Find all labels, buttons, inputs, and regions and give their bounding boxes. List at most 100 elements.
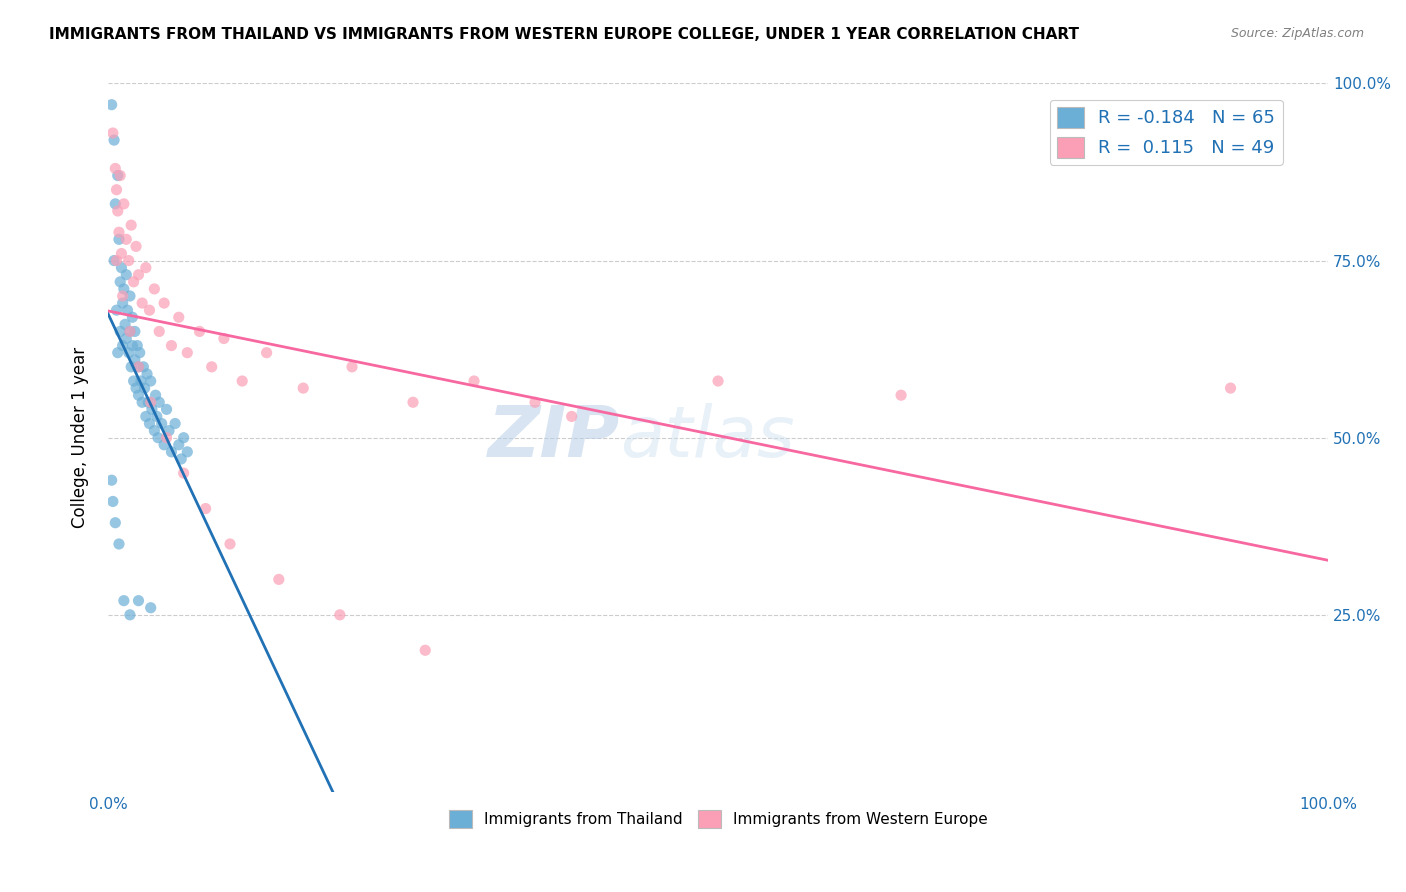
Point (561, 409, 583, 424)
Point (201, 359, 224, 374)
Point (143, 424, 166, 438)
Point (103, 253, 125, 268)
Text: ZIP: ZIP (488, 403, 620, 472)
Point (107, 169, 129, 183)
Point (128, 593, 150, 607)
Point (100, 473, 122, 487)
Point (108, 325, 131, 339)
Point (148, 325, 170, 339)
Point (524, 395, 547, 409)
Point (118, 607, 141, 622)
Point (1219, 381, 1241, 395)
Point (194, 501, 217, 516)
Point (105, 253, 128, 268)
Point (160, 445, 183, 459)
Y-axis label: College, Under 1 year: College, Under 1 year (72, 347, 89, 528)
Point (138, 417, 160, 431)
Point (173, 466, 195, 480)
Point (112, 282, 135, 296)
Point (153, 296, 176, 310)
Point (111, 338, 134, 352)
Point (148, 395, 170, 409)
Point (121, 338, 143, 352)
Point (111, 296, 134, 310)
Point (146, 409, 169, 424)
Point (267, 573, 290, 587)
Point (139, 395, 162, 409)
Point (463, 374, 485, 388)
Point (256, 345, 278, 359)
Point (413, 643, 436, 657)
Text: Source: ZipAtlas.com: Source: ZipAtlas.com (1230, 27, 1364, 40)
Point (340, 359, 363, 374)
Point (122, 275, 145, 289)
Legend: Immigrants from Thailand, Immigrants from Western Europe: Immigrants from Thailand, Immigrants fro… (443, 804, 994, 834)
Point (131, 395, 153, 409)
Point (134, 381, 156, 395)
Point (176, 445, 198, 459)
Point (115, 232, 138, 246)
Point (890, 388, 912, 402)
Point (292, 381, 315, 395)
Point (105, 183, 128, 197)
Point (114, 318, 136, 332)
Point (117, 303, 139, 318)
Point (104, 516, 127, 530)
Point (121, 310, 143, 325)
Point (170, 452, 193, 467)
Point (127, 338, 149, 352)
Point (165, 417, 187, 431)
Point (118, 345, 141, 359)
Point (101, 494, 124, 508)
Point (402, 395, 425, 409)
Point (173, 431, 195, 445)
Point (136, 367, 159, 381)
Point (108, 225, 131, 239)
Point (141, 402, 163, 417)
Point (132, 359, 155, 374)
Point (188, 325, 211, 339)
Point (145, 388, 167, 402)
Point (118, 253, 141, 268)
Point (112, 593, 135, 607)
Point (135, 409, 157, 424)
Point (112, 197, 135, 211)
Point (105, 303, 128, 318)
Point (122, 374, 145, 388)
Point (118, 289, 141, 303)
Text: IMMIGRANTS FROM THAILAND VS IMMIGRANTS FROM WESTERN EUROPE COLLEGE, UNDER 1 YEAR: IMMIGRANTS FROM THAILAND VS IMMIGRANTS F… (49, 27, 1080, 42)
Point (118, 325, 141, 339)
Point (124, 352, 146, 367)
Point (125, 381, 148, 395)
Point (108, 537, 131, 551)
Point (128, 388, 150, 402)
Point (143, 282, 166, 296)
Point (101, 126, 124, 140)
Point (212, 331, 235, 345)
Point (107, 345, 129, 359)
Point (157, 424, 180, 438)
Point (103, 133, 125, 147)
Point (110, 260, 132, 275)
Point (108, 169, 131, 183)
Point (124, 325, 146, 339)
Point (118, 325, 141, 339)
Point (329, 607, 352, 622)
Point (120, 359, 142, 374)
Point (100, 97, 122, 112)
Point (219, 537, 242, 551)
Point (115, 268, 138, 282)
Point (231, 374, 253, 388)
Point (707, 374, 730, 388)
Point (111, 289, 134, 303)
Point (150, 417, 173, 431)
Point (155, 402, 177, 417)
Point (104, 197, 127, 211)
Point (167, 438, 190, 452)
Point (131, 296, 153, 310)
Point (120, 218, 142, 232)
Point (108, 232, 131, 246)
Point (155, 431, 177, 445)
Point (139, 374, 162, 388)
Point (128, 268, 150, 282)
